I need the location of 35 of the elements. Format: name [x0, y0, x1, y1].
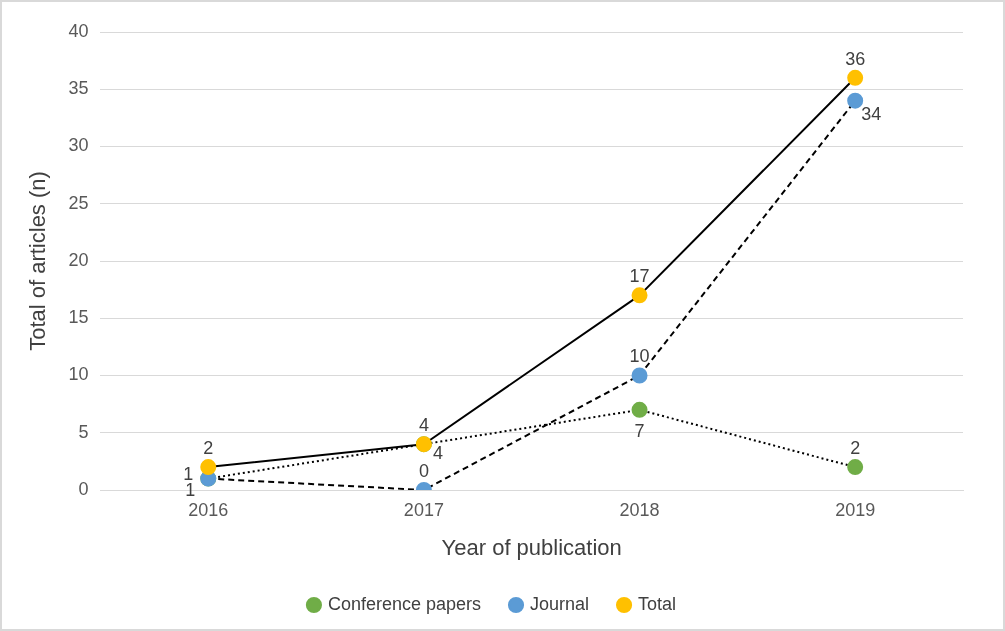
x-axis-title: Year of publication: [441, 534, 622, 560]
data-label: 2: [203, 438, 214, 459]
y-tick-label: 30: [68, 135, 89, 156]
point: [200, 459, 217, 476]
legend-label: Conference papers: [327, 593, 482, 614]
data-label: 7: [634, 420, 645, 441]
data-label: 36: [845, 48, 866, 69]
y-tick-label: 40: [68, 20, 89, 41]
y-axis-title: Total of articles (n): [25, 171, 51, 351]
data-label: 4: [432, 443, 443, 464]
y-tick-label: 10: [68, 364, 89, 385]
data-label: 2: [850, 438, 861, 459]
data-label: 4: [418, 415, 429, 436]
x-tick-label: 2017: [403, 499, 444, 520]
point: [631, 401, 648, 418]
point: [847, 92, 864, 109]
y-tick-label: 5: [78, 421, 89, 442]
data-label: 10: [629, 346, 650, 367]
point: [631, 287, 648, 304]
point: [847, 69, 864, 86]
data-label: 0: [418, 460, 429, 481]
x-tick-label: 2018: [619, 499, 660, 520]
legend-label: Total: [638, 593, 677, 614]
x-tick-label: 2016: [188, 499, 229, 520]
y-tick-label: 35: [68, 78, 89, 99]
data-label: 17: [629, 266, 650, 287]
y-tick-label: 20: [68, 249, 89, 270]
y-tick-label: 0: [78, 478, 89, 499]
data-label: 34: [861, 103, 882, 124]
legend-label: Journal: [530, 593, 590, 614]
x-tick-label: 2019: [835, 499, 876, 520]
y-tick-label: 25: [68, 192, 89, 213]
point: [631, 367, 648, 384]
y-tick-label: 15: [68, 307, 89, 328]
point: [847, 459, 864, 476]
